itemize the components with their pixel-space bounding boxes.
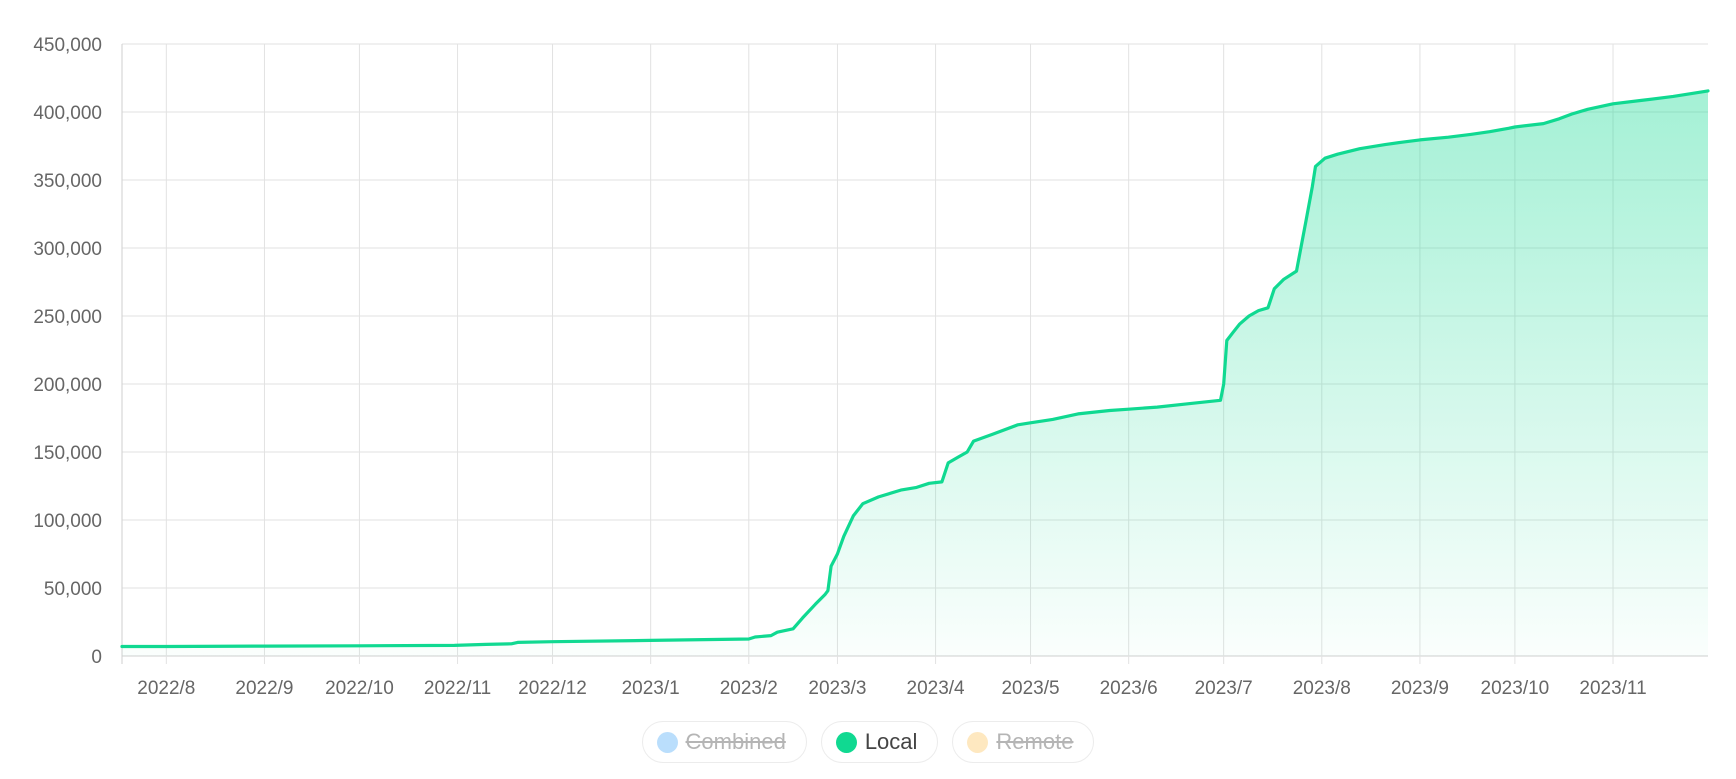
legend-item-combined[interactable]: Combined (641, 721, 807, 763)
legend-label: Combined (685, 729, 786, 754)
x-tick-label: 2023/3 (808, 678, 866, 699)
y-tick-label: 450,000 (33, 35, 102, 56)
legend-swatch (967, 731, 989, 753)
legend-label: Local (864, 729, 918, 754)
series-area-local (122, 90, 1708, 656)
x-tick-label: 2023/2 (720, 678, 778, 699)
x-tick-label: 2022/12 (518, 678, 587, 699)
y-tick-label: 250,000 (33, 307, 102, 328)
legend-swatch (656, 731, 678, 753)
x-tick-label: 2022/10 (325, 678, 394, 699)
legend-swatch (835, 731, 857, 753)
x-axis-ticks: 2022/8 2022/9 2022/10 2022/11 2022/12 2023/1 2… (137, 678, 1646, 699)
y-axis-ticks: 0 50,000 100,000 150,000 200,000 250,000 300,0… (33, 35, 102, 668)
x-tick-label: 2023/7 (1195, 678, 1253, 699)
x-tick-label: 2023/9 (1391, 678, 1449, 699)
y-tick-label: 0 (91, 647, 102, 668)
x-tick-label: 2023/8 (1293, 678, 1351, 699)
x-tick-label: 2022/8 (137, 678, 195, 699)
y-tick-label: 350,000 (33, 171, 102, 192)
series-line-local[interactable] (120, 89, 1710, 649)
x-tick-label: 2022/11 (424, 678, 491, 699)
y-tick-label: 50,000 (44, 579, 102, 600)
y-tick-label: 100,000 (33, 511, 102, 532)
y-tick-label: 150,000 (33, 443, 102, 464)
legend: Combined Local Remote (0, 720, 1736, 764)
x-tick-label: 2022/9 (235, 678, 293, 699)
y-tick-label: 300,000 (33, 239, 102, 260)
x-tick-label: 2023/11 (1579, 678, 1646, 699)
x-tick-label: 2023/1 (622, 678, 680, 699)
series-layer (120, 89, 1710, 656)
x-tick-label: 2023/6 (1100, 678, 1158, 699)
legend-item-remote[interactable]: Remote (952, 721, 1095, 763)
y-tick-label: 200,000 (33, 375, 102, 396)
x-tick-label: 2023/10 (1481, 678, 1550, 699)
legend-label: Remote (996, 729, 1074, 754)
x-tick-label: 2023/5 (1001, 678, 1059, 699)
legend-item-local[interactable]: Local (820, 721, 939, 763)
area-chart: 0 50,000 100,000 150,000 200,000 250,000 300,0… (33, 35, 1710, 699)
x-tick-label: 2023/4 (907, 678, 966, 699)
y-tick-label: 400,000 (33, 103, 102, 124)
